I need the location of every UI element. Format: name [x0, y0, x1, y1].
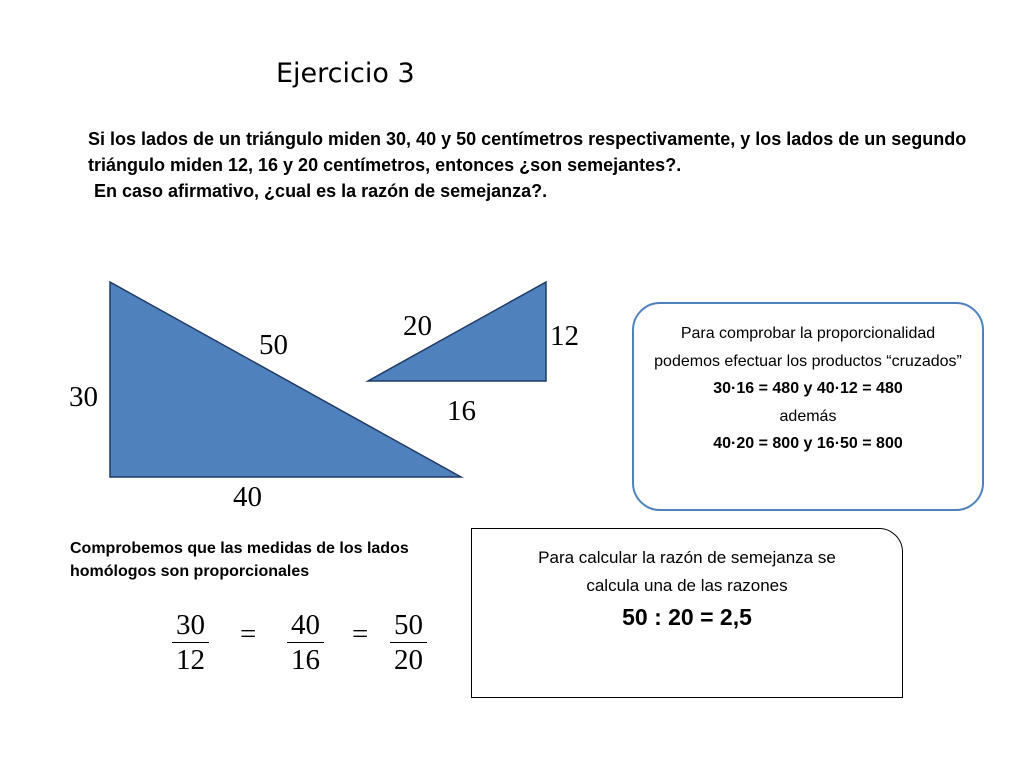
similarity-ratio-intro: Para calcular la razón de semejanza se c… — [538, 548, 836, 595]
fraction-denominator: 12 — [176, 644, 205, 676]
cross-products-equation-1: 30·16 = 480 y 40·12 = 480 — [713, 380, 903, 397]
fraction-numerator: 30 — [172, 608, 209, 643]
fraction-denominator: 16 — [291, 644, 320, 676]
cross-products-intro: Para comprobar la proporcionalidad podem… — [654, 325, 962, 370]
cross-products-box: Para comprobar la proporcionalidad podem… — [632, 302, 984, 511]
large-height-label: 30 — [69, 381, 98, 413]
similarity-ratio-result: 50 : 20 = 2,5 — [622, 604, 752, 630]
large-triangle — [109, 280, 464, 478]
cross-products-connector: además — [779, 407, 837, 425]
fraction-30-12: 30 12 — [172, 608, 209, 677]
similarity-ratio-box: Para calcular la razón de semejanza se c… — [471, 528, 903, 698]
fraction-numerator: 50 — [390, 608, 427, 643]
fraction-50-20: 50 20 — [390, 608, 427, 677]
large-base-label: 40 — [233, 481, 262, 513]
proportionality-check-text: Comprobemos que las medidas de los lados… — [70, 540, 409, 580]
large-hypotenuse-label: 50 — [259, 329, 288, 361]
fraction-denominator: 20 — [394, 644, 423, 676]
problem-question: Si los lados de un triángulo miden 30, 4… — [88, 129, 967, 175]
cross-products-equation-2: 40·20 = 800 y 16·50 = 800 — [713, 435, 903, 452]
small-base-label: 16 — [447, 395, 476, 427]
fraction-40-16: 40 16 — [287, 608, 324, 677]
equals-sign: = — [352, 618, 369, 650]
fraction-numerator: 40 — [287, 608, 324, 643]
equals-sign: = — [240, 618, 257, 650]
small-height-label: 12 — [550, 320, 579, 352]
small-triangle — [365, 280, 547, 382]
page-title: Ejercicio 3 — [276, 58, 415, 89]
problem-statement: Si los lados de un triángulo miden 30, 4… — [88, 126, 978, 204]
small-hypotenuse-label: 20 — [403, 310, 432, 342]
problem-followup: En caso afirmativo, ¿cual es la razón de… — [94, 181, 548, 201]
